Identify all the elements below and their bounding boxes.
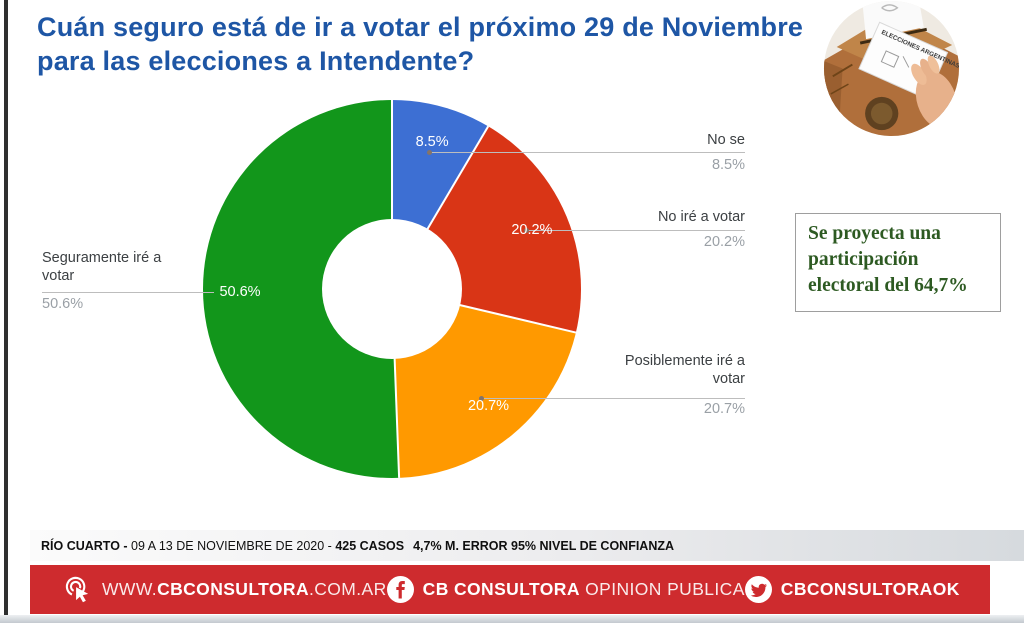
slide-left-border [4,0,8,623]
callout-label: No iré a votar [657,209,745,225]
callout-line-seguramente [42,292,214,293]
callout-line-no-ire [527,230,745,231]
callout-value: 20.7% [703,401,745,417]
projection-note-text: Se proyecta una participación electoral … [808,223,968,296]
click-cursor-icon [65,576,89,603]
callout-dot-posiblemente [479,396,484,401]
callout-value: 8.5% [711,157,745,173]
callout-value: 50.6% [42,296,84,312]
methodology-bar: RÍO CUARTO - 09 A 13 DE NOVIEMBRE DE 202… [30,530,1024,561]
slice-separator [391,100,393,289]
callout-value: 20.2% [703,234,745,250]
projection-note-box: Se proyecta una participación electoral … [795,213,1001,312]
callout-no-se: No se 8.5% [707,131,745,174]
callout-posiblemente-ire-a-votar: Posiblemente iré a votar 20.7% [605,352,745,418]
callout-seguramente-ire-a-votar: Seguramente iré a votar 50.6% [42,249,177,313]
facebook-rest: OPINION PUBLICA [585,579,745,599]
methodology-period: 09 A 13 DE NOVIEMBRE DE 2020 - [131,538,336,553]
callout-line-no-se [430,152,745,153]
slice-percentage-label: 50.6% [219,283,261,300]
twitter-handle: CBCONSULTORAOK [780,579,960,599]
footer-website: WWW.CBCONSULTORA.COM.AR [64,575,387,604]
footer-facebook: CB CONSULTORA OPINION PUBLICA [386,576,745,603]
callout-label: Posiblemente iré a votar [624,353,745,387]
methodology-location: RÍO CUARTO - [41,538,132,553]
page-title: Cuán seguro está de ir a votar el próxim… [37,10,837,78]
website-brand: CBCONSULTORA [157,579,309,599]
slice-percentage-label: 20.2% [511,221,553,238]
callout-label: Seguramente iré a votar [42,250,162,284]
callout-dot-no-ire [524,228,529,233]
facebook-brand: CB CONSULTORA [422,579,580,599]
slice-percentage-label: 8.5% [415,134,449,151]
callout-line-posiblemente [482,398,745,399]
facebook-icon [386,576,414,603]
title-line-2: para las elecciones a Intendente? [37,46,475,76]
title-line-1: Cuán seguro está de ir a votar el próxim… [37,12,804,42]
twitter-icon [744,576,772,603]
callout-no-ire-a-votar: No iré a votar 20.2% [658,208,745,251]
facebook-text: CB CONSULTORA OPINION PUBLICA [423,579,745,600]
donut-hole [322,219,462,359]
callout-dot-no-se [427,150,432,155]
methodology-cases: 425 CASOS [335,538,405,553]
website-suffix: .COM.AR [309,579,387,599]
footer-twitter: CBCONSULTORAOK [744,576,960,603]
website-text: WWW.CBCONSULTORA.COM.AR [102,579,387,600]
website-prefix: WWW. [102,579,158,599]
methodology-stats: 4,7% M. ERROR 95% NIVEL DE CONFIANZA [413,538,675,553]
slide-bottom-edge [0,615,1024,623]
callout-label: No se [707,132,745,148]
footer-bar: WWW.CBCONSULTORA.COM.AR CB CONSULTORA OP… [30,565,990,614]
slice-percentage-label: 20.7% [467,398,510,415]
